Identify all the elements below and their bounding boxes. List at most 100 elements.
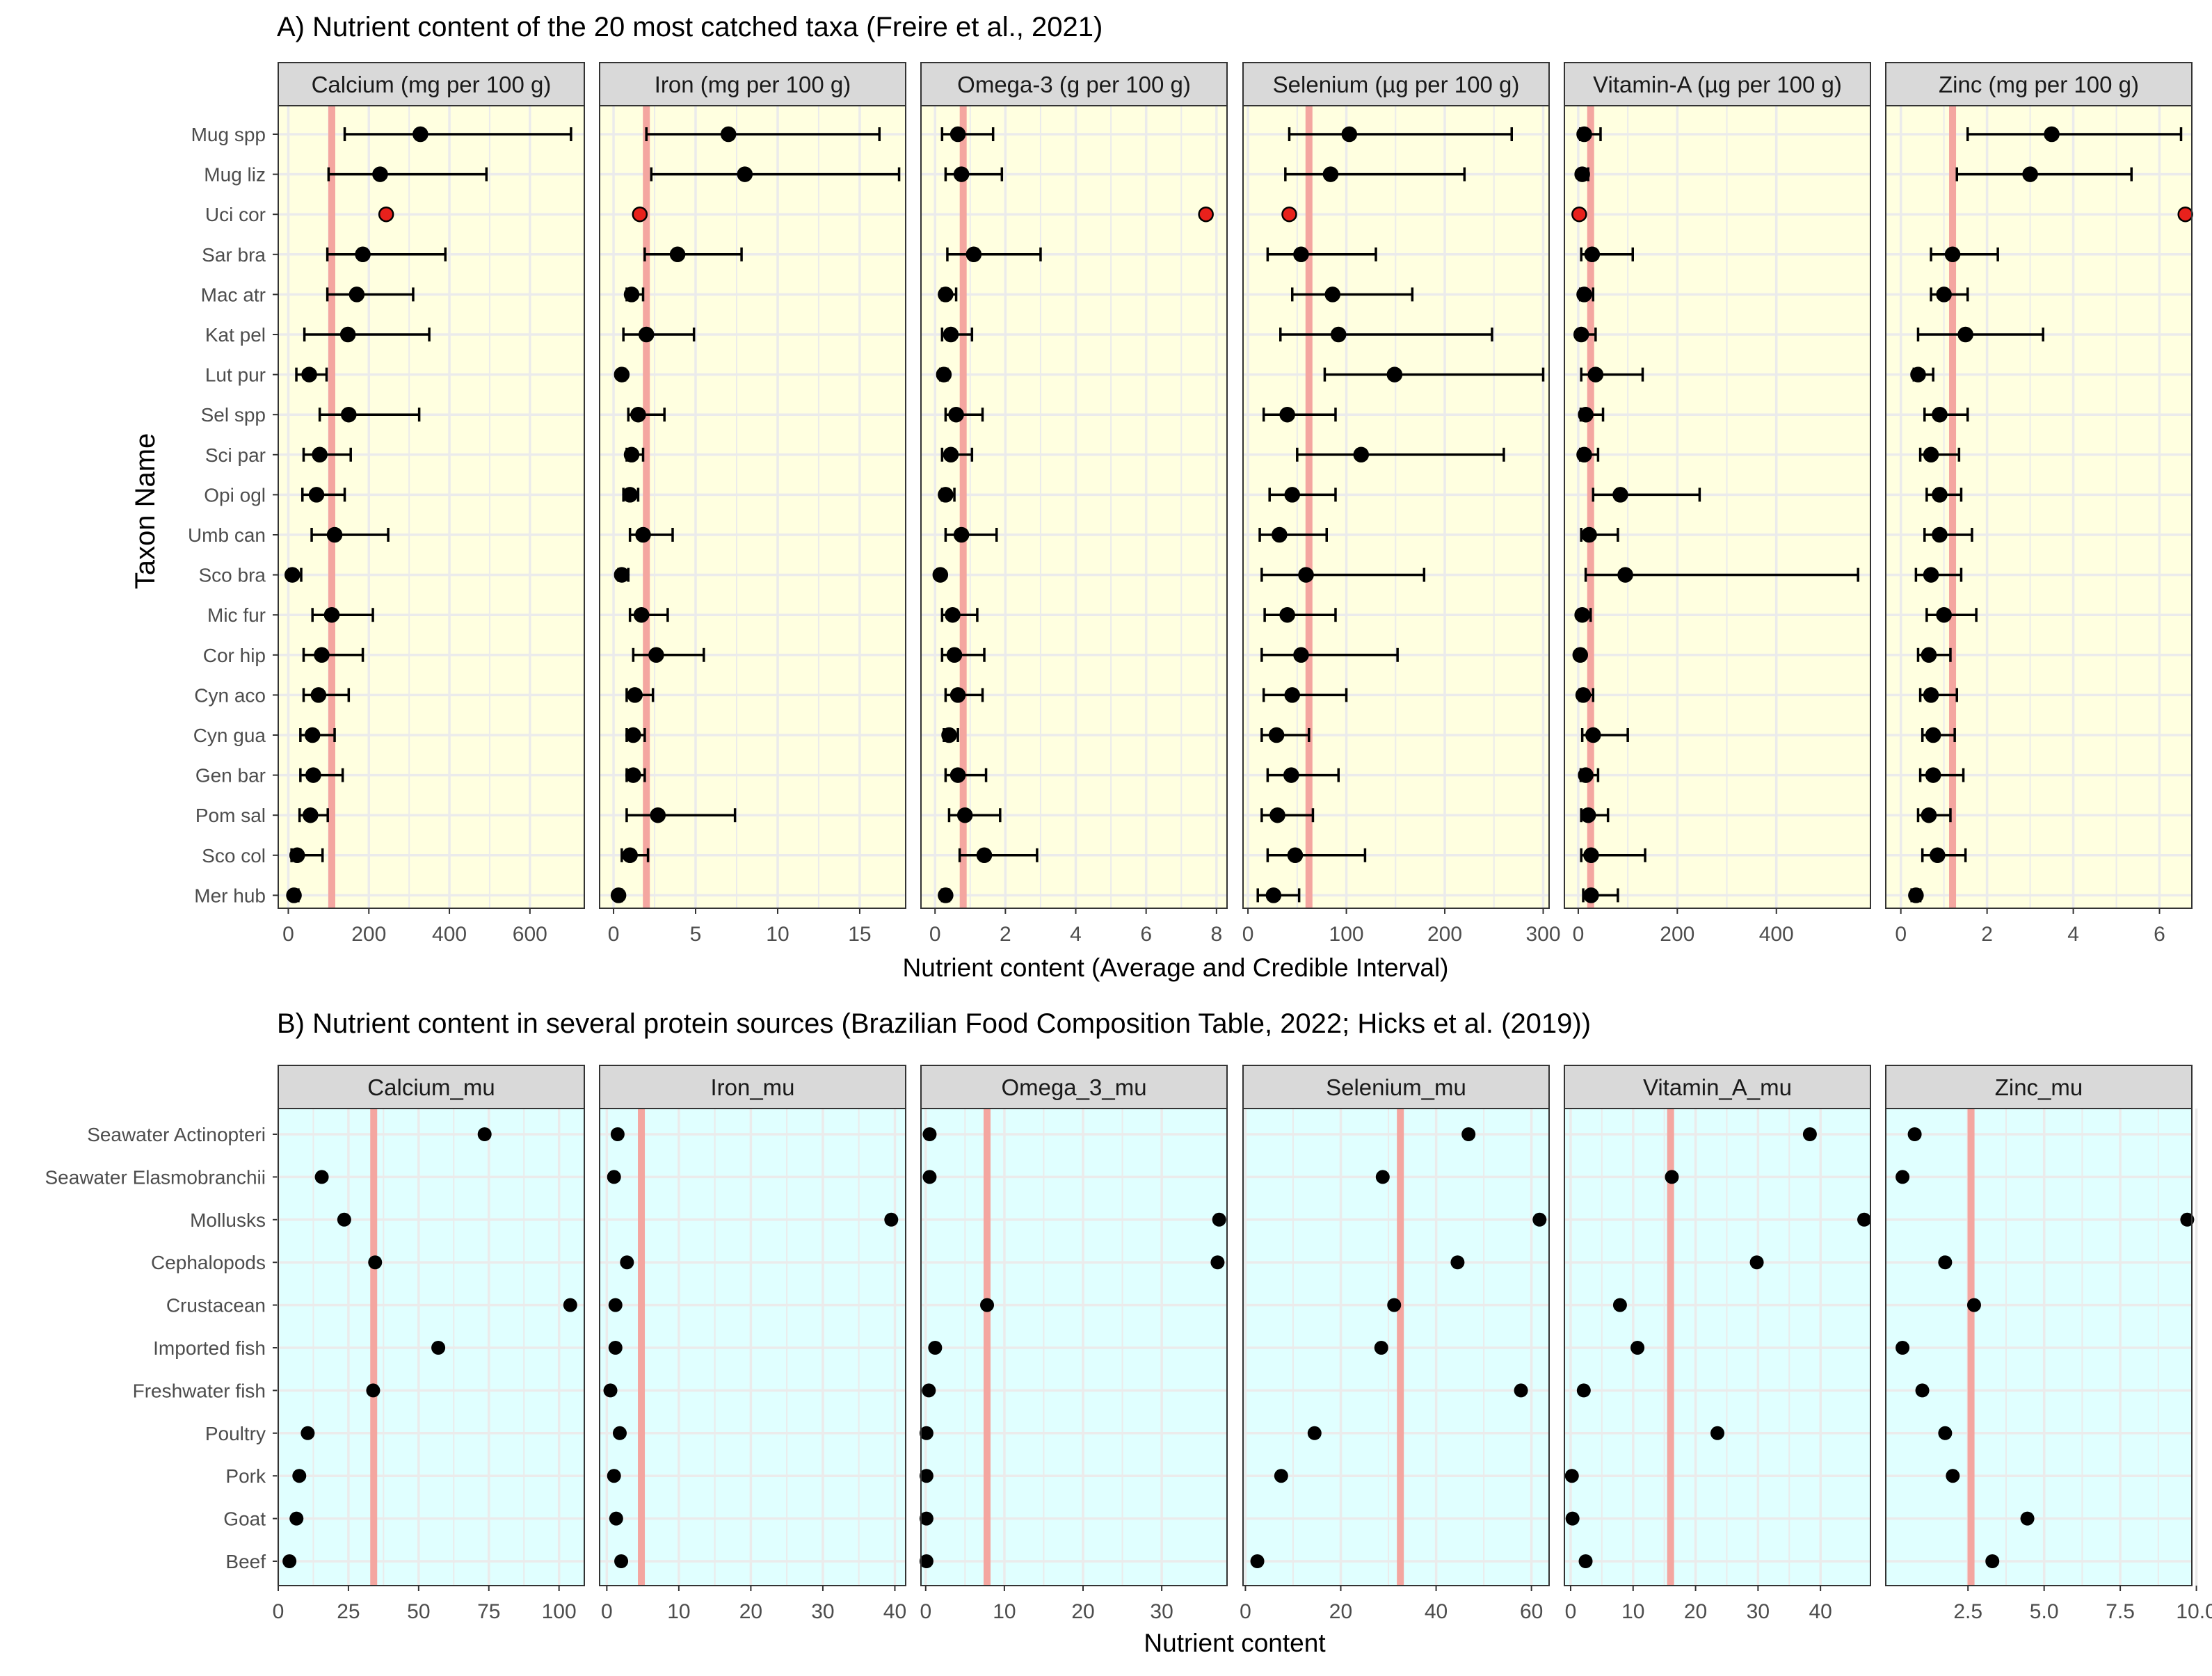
panel-border-vitamin-a-g-per-100-g	[1564, 105, 1871, 909]
mean-point-gen-bar	[1925, 767, 1941, 783]
x-tick-label: 0	[929, 923, 941, 946]
panel-border-calcium-mu	[278, 1108, 585, 1586]
value-point-imported-fish	[1896, 1341, 1910, 1355]
value-point-seawater-elasmobranchii	[314, 1170, 329, 1184]
mean-point-mac-atr	[1324, 287, 1340, 303]
facet-strip-selenium-mu	[1242, 1065, 1550, 1109]
mean-point-gen-bar	[949, 767, 966, 783]
mean-point-lut-pur	[1386, 366, 1403, 382]
value-point-poultry	[300, 1426, 315, 1440]
mean-point-sar-bra	[1944, 246, 1961, 263]
value-point-seawater-actinopteri	[1461, 1127, 1476, 1141]
mean-point-cor-hip	[1293, 647, 1309, 663]
x-tick-label: 2	[1000, 923, 1011, 946]
plot-a-panels: Mug spp Mug liz Uci cor Sar bra Mac atr Kat p…	[188, 62, 2193, 946]
facet-strip-zinc-mu	[1885, 1065, 2193, 1109]
facet-strip-selenium-g-per-100-g	[1242, 62, 1550, 106]
value-point-crustacean	[563, 1298, 577, 1312]
mean-point-umb-can	[953, 526, 970, 543]
panel-border-selenium-mu	[1242, 1108, 1550, 1586]
value-point-beef	[919, 1554, 933, 1568]
mean-point-mac-atr	[1576, 287, 1592, 303]
x-tick-label: 20	[1684, 1600, 1707, 1623]
mean-point-sar-bra	[669, 246, 686, 263]
mean-point-sel-spp	[1578, 406, 1594, 423]
plot-b-x-axis-title: Nutrient content	[1144, 1629, 1326, 1657]
mean-point-gen-bar	[1283, 767, 1299, 783]
x-tick-label: 15	[848, 923, 871, 946]
value-point-cephalopods	[368, 1255, 383, 1270]
value-point-seawater-elasmobranchii	[1665, 1170, 1679, 1184]
y-tick-label-seawater-actinopteri: Seawater Actinopteri	[87, 1124, 266, 1145]
mean-point-gen-bar	[625, 767, 641, 783]
panel-border-omega-3-mu	[920, 1108, 1228, 1586]
value-point-seawater-actinopteri	[477, 1127, 492, 1141]
mean-point-uci-cor	[632, 206, 648, 223]
mean-point-mer-hub	[1583, 887, 1599, 903]
facet-strip-iron-mu	[599, 1065, 906, 1109]
value-point-poultry	[1710, 1426, 1724, 1440]
value-point-crustacean	[980, 1298, 995, 1312]
facet-strip-vitamin-a-g-per-100-g	[1564, 62, 1871, 106]
x-tick-label: 200	[351, 923, 386, 946]
value-point-crustacean	[1387, 1298, 1402, 1312]
mean-point-sco-bra	[1298, 567, 1314, 583]
mean-point-uci-cor	[1281, 206, 1297, 223]
x-tick-label: 400	[432, 923, 467, 946]
facet-label-selenium-g-per-100-g: Selenium (µg per 100 g)	[1273, 72, 1520, 97]
value-point-cephalopods	[1749, 1255, 1764, 1270]
mean-point-cor-hip	[314, 647, 330, 663]
mean-point-uci-cor	[378, 206, 394, 223]
value-point-pork	[1274, 1469, 1288, 1483]
facet-strip-omega-3-mu	[920, 1065, 1228, 1109]
facet-strip-iron-mg-per-100-g	[599, 62, 906, 106]
mean-point-mic-fur	[323, 606, 340, 623]
value-point-goat	[289, 1511, 304, 1526]
mean-point-sel-spp	[948, 406, 964, 423]
mean-point-cyn-aco	[949, 687, 966, 703]
y-tick-label-mollusks: Mollusks	[190, 1209, 266, 1231]
value-point-imported-fish	[1374, 1341, 1388, 1355]
y-tick-label-pom-sal: Pom sal	[195, 805, 266, 826]
plot-a-title: A) Nutrient content of the 20 most catch…	[277, 12, 1103, 42]
panel-border-vitamin-a-mu	[1564, 1108, 1871, 1586]
facet-label-omega-3-g-per-100-g: Omega-3 (g per 100 g)	[957, 72, 1191, 97]
mean-point-uci-cor	[1198, 206, 1214, 223]
facet-strip-calcium-mu	[278, 1065, 585, 1109]
value-point-seawater-actinopteri	[610, 1127, 625, 1141]
y-tick-label-cor-hip: Cor hip	[203, 645, 266, 666]
mean-point-pom-sal	[1269, 807, 1285, 823]
mean-point-sci-par	[1576, 446, 1592, 463]
panel-border-omega-3-g-per-100-g	[920, 105, 1228, 909]
mean-point-kat-pel	[943, 326, 959, 343]
mean-point-uci-cor	[2177, 206, 2193, 223]
value-point-freshwater-fish	[1576, 1383, 1591, 1398]
value-point-imported-fish	[1630, 1341, 1645, 1355]
x-tick-label: 400	[1759, 923, 1794, 946]
panel-border-calcium-mg-per-100-g	[278, 105, 585, 909]
value-point-beef	[614, 1554, 629, 1568]
mean-point-mer-hub	[1908, 887, 1924, 903]
value-point-freshwater-fish	[1514, 1383, 1528, 1398]
x-tick-label: 0	[1565, 1600, 1577, 1623]
x-tick-label: 2.5	[1953, 1600, 1982, 1623]
mean-point-cor-hip	[946, 647, 963, 663]
y-tick-label-goat: Goat	[223, 1508, 266, 1530]
mean-point-sel-spp	[630, 406, 646, 423]
mean-point-mac-atr	[1936, 287, 1952, 303]
value-point-poultry	[919, 1426, 933, 1440]
x-tick-label: 300	[1525, 923, 1560, 946]
x-tick-label: 30	[811, 1600, 834, 1623]
value-point-freshwater-fish	[1915, 1383, 1930, 1398]
x-tick-label: 0	[601, 1600, 613, 1623]
mean-point-cyn-gua	[1925, 727, 1941, 743]
y-tick-label-mic-fur: Mic fur	[207, 604, 266, 626]
x-tick-label: 0	[1240, 1600, 1251, 1623]
mean-point-sar-bra	[355, 246, 371, 263]
x-tick-label: 100	[542, 1600, 577, 1623]
y-tick-label-mer-hub: Mer hub	[194, 885, 266, 906]
mean-point-cor-hip	[648, 647, 664, 663]
mean-point-opi-ogl	[308, 487, 325, 503]
facet-strip-vitamin-a-mu	[1564, 1065, 1871, 1109]
value-point-mollusks	[884, 1212, 899, 1227]
